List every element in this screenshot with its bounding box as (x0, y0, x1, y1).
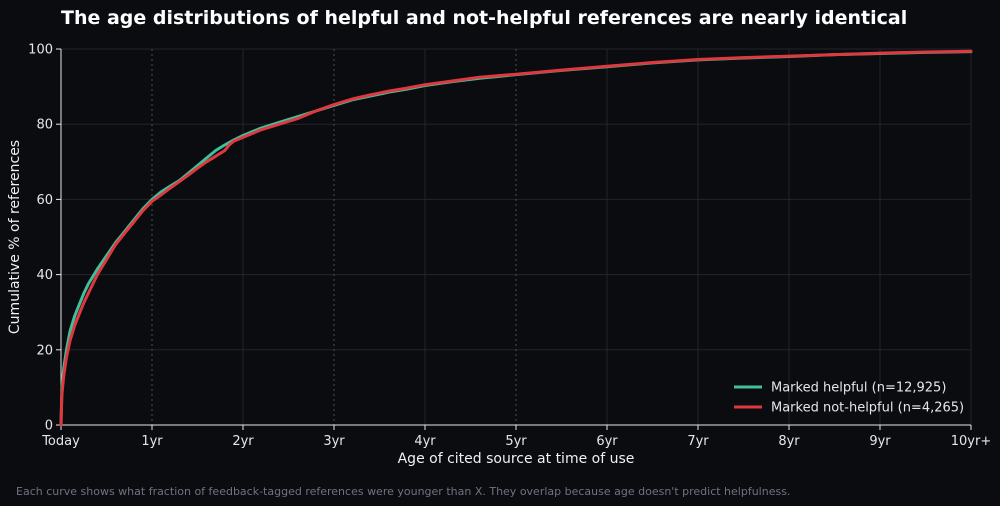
y-axis-ticks: 0 20 40 60 80 100 (28, 43, 61, 434)
y-tick-label: 20 (36, 343, 53, 358)
x-tick-label: 6yr (596, 434, 618, 449)
x-tick-label: 4yr (414, 434, 436, 449)
y-tick-label: 60 (36, 193, 53, 208)
x-axis-label: Age of cited source at time of use (398, 451, 635, 467)
legend-label: Marked not-helpful (n=4,265) (771, 401, 964, 416)
x-tick-label: 9yr (869, 434, 891, 449)
x-tick-label: 10yr+ (951, 434, 991, 449)
x-axis-ticks: Today 1yr 2yr 3yr 4yr 5yr 6yr 7yr 8yr 9yr 10yr+ (41, 425, 991, 449)
legend: Marked helpful (n=12,925) Marked not-help… (734, 381, 964, 416)
x-tick-label: 7yr (687, 434, 709, 449)
y-tick-label: 80 (36, 118, 53, 133)
series-line-1 (59, 50, 973, 427)
series-line-2 (59, 49, 973, 427)
y-axis-label: Cumulative % of references (7, 140, 23, 334)
x-tick-label: 8yr (778, 434, 800, 449)
x-tick-label: 3yr (323, 434, 345, 449)
x-tick-label: 5yr (505, 434, 527, 449)
series-lines (59, 49, 973, 427)
caption: Each curve shows what fraction of feedba… (16, 485, 790, 498)
x-tick-label: 2yr (232, 434, 254, 449)
y-tick-label: 0 (45, 419, 53, 434)
x-tick-label: Today (41, 434, 80, 449)
y-tick-label: 40 (36, 268, 53, 283)
y-tick-label: 100 (28, 43, 53, 58)
x-tick-label: 1yr (141, 434, 163, 449)
legend-label: Marked helpful (n=12,925) (771, 381, 946, 396)
chart-title: The age distributions of helpful and not… (61, 7, 907, 29)
